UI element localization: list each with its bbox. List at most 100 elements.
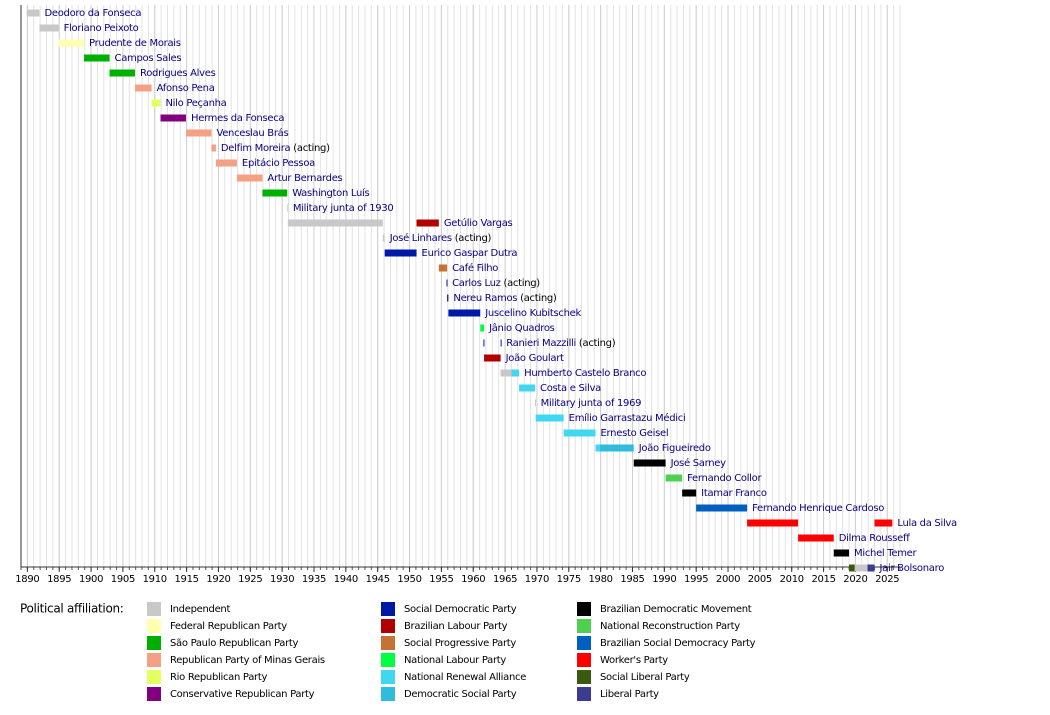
president-name: Campos Sales bbox=[115, 53, 182, 64]
term-bar bbox=[833, 549, 850, 557]
term-bar bbox=[160, 114, 186, 122]
term-bar bbox=[185, 129, 212, 137]
president-name: João Goulart bbox=[505, 353, 564, 364]
term-bar bbox=[84, 54, 110, 62]
legend-label: Brazilian Democratic Movement bbox=[600, 604, 752, 615]
acting-note: (acting) bbox=[455, 233, 492, 244]
legend-label: Federal Republican Party bbox=[170, 621, 287, 632]
president-label: Venceslau Brás bbox=[216, 127, 288, 139]
term-bar bbox=[236, 174, 263, 182]
term-bar bbox=[595, 444, 600, 452]
term-bar bbox=[511, 369, 520, 377]
x-tick-label: 1970 bbox=[525, 574, 549, 585]
x-tick-label: 1985 bbox=[620, 574, 644, 585]
president-name: Dilma Rousseff bbox=[839, 533, 910, 544]
term-bar bbox=[500, 369, 512, 377]
president-name: José Sarney bbox=[670, 457, 727, 469]
x-tick-label: 1945 bbox=[366, 574, 390, 585]
president-name: Prudente de Morais bbox=[89, 38, 181, 49]
term-bar bbox=[665, 474, 683, 482]
term-bar bbox=[483, 339, 485, 347]
term-bar bbox=[382, 234, 385, 242]
president-name: Afonso Pena bbox=[157, 83, 215, 94]
term-bar bbox=[438, 264, 448, 272]
x-tick-label: 1965 bbox=[493, 574, 517, 585]
term-bar bbox=[384, 249, 417, 257]
x-tick-label: 1940 bbox=[334, 574, 358, 585]
legend-label: Brazilian Labour Party bbox=[404, 621, 508, 632]
x-tick-label: 1995 bbox=[684, 574, 708, 585]
x-tick-label: 1900 bbox=[79, 574, 103, 585]
president-name: Itamar Franco bbox=[701, 488, 767, 499]
president-label: Military junta of 1969 bbox=[541, 398, 642, 409]
president-name: Deodoro da Fonseca bbox=[44, 8, 141, 19]
term-bar bbox=[563, 429, 596, 437]
legend-swatch bbox=[577, 619, 591, 633]
legend-title: Political affiliation: bbox=[20, 602, 124, 616]
x-tick-label: 1980 bbox=[589, 574, 613, 585]
legend-swatch bbox=[577, 653, 591, 667]
president-name: Artur Bernardes bbox=[267, 173, 342, 184]
acting-note: (acting) bbox=[504, 278, 541, 289]
x-tick-label: 2025 bbox=[875, 574, 899, 585]
president-label: Eurico Gaspar Dutra bbox=[422, 248, 518, 259]
legend-swatch bbox=[147, 636, 161, 650]
legend-swatch bbox=[381, 653, 395, 667]
term-bar bbox=[696, 504, 748, 512]
president-label: Afonso Pena bbox=[157, 83, 215, 94]
president-name: Floriano Peixoto bbox=[64, 23, 139, 34]
legend-swatch bbox=[147, 670, 161, 684]
president-label: Dilma Rousseff bbox=[839, 533, 910, 544]
president-label: Costa e Silva bbox=[540, 383, 601, 394]
term-bar bbox=[416, 219, 439, 227]
legend-swatch bbox=[147, 653, 161, 667]
president-label: Juscelino Kubitschek bbox=[484, 308, 581, 319]
term-bar bbox=[211, 144, 216, 152]
legend-swatch bbox=[381, 670, 395, 684]
president-label: Café Filho bbox=[452, 262, 498, 274]
president-name: Ranieri Mazzilli bbox=[506, 338, 576, 349]
term-bar bbox=[854, 564, 868, 572]
president-name: João Figueiredo bbox=[638, 443, 711, 454]
president-label: Carlos Luz (acting) bbox=[452, 278, 540, 289]
term-bar bbox=[535, 399, 537, 407]
legend-swatch bbox=[381, 602, 395, 616]
president-label: Emílio Garrastazu Médici bbox=[569, 412, 686, 424]
president-name: Emílio Garrastazu Médici bbox=[569, 412, 686, 424]
legend-label: National Renewal Alliance bbox=[404, 672, 526, 683]
president-name: Lula da Silva bbox=[897, 518, 957, 529]
term-bar bbox=[287, 204, 289, 212]
president-label: Military junta of 1930 bbox=[293, 203, 394, 214]
legend-label: Social Democratic Party bbox=[404, 604, 517, 615]
president-name: Washington Luís bbox=[292, 187, 369, 199]
x-tick-label: 1895 bbox=[47, 574, 71, 585]
legend-label: Social Liberal Party bbox=[600, 672, 690, 683]
term-bar bbox=[849, 564, 855, 572]
legend-swatch bbox=[577, 670, 591, 684]
x-tick-label: 1950 bbox=[397, 574, 421, 585]
term-bar bbox=[867, 564, 875, 572]
president-label: Floriano Peixoto bbox=[64, 23, 139, 34]
president-name: Military junta of 1930 bbox=[293, 203, 394, 214]
legend-swatch bbox=[577, 602, 591, 616]
legend-swatch bbox=[381, 687, 395, 701]
term-bar bbox=[484, 354, 501, 362]
term-bar bbox=[500, 339, 502, 347]
x-tick-label: 1925 bbox=[238, 574, 262, 585]
president-label: Jânio Quadros bbox=[488, 322, 555, 334]
x-tick-label: 1990 bbox=[652, 574, 676, 585]
legend-label: Brazilian Social Democracy Party bbox=[600, 638, 756, 649]
president-label: Delfim Moreira (acting) bbox=[221, 143, 330, 154]
president-label: Ernesto Geisel bbox=[601, 428, 669, 439]
legend-label: Rio Republican Party bbox=[170, 672, 267, 683]
x-tick-label: 1920 bbox=[206, 574, 230, 585]
x-tick-label: 1890 bbox=[15, 574, 39, 585]
legend-label: São Paulo Republican Party bbox=[170, 638, 299, 649]
term-bar bbox=[447, 294, 449, 302]
president-name: Jânio Quadros bbox=[488, 322, 555, 334]
legend-swatch bbox=[147, 619, 161, 633]
term-bar bbox=[39, 24, 59, 32]
president-name: Epitácio Pessoa bbox=[242, 157, 315, 169]
term-bar bbox=[58, 39, 85, 47]
term-bar bbox=[633, 459, 666, 467]
